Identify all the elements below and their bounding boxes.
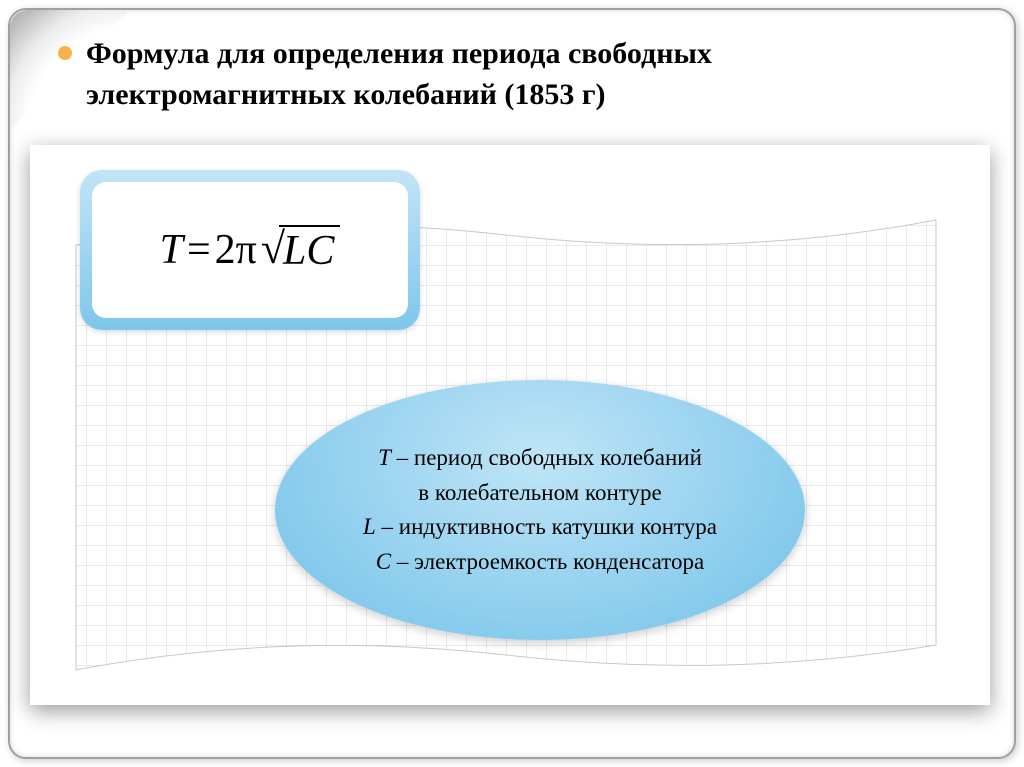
legend-text-2: – индуктивность катушки контура	[376, 514, 717, 539]
formula-sqrt-arg: LC	[279, 225, 340, 275]
heading-line-2: электромагнитных колебаний (1853 г)	[86, 78, 606, 111]
legend-line-3: C – электроемкость конденсатора	[376, 545, 704, 580]
legend-text-3: – электроемкость конденсатора	[391, 549, 704, 574]
heading-line-1: Формула для определения периода свободны…	[86, 37, 712, 70]
legend-var-2: L	[363, 514, 376, 539]
formula-box: T = 2π √ LC	[80, 170, 420, 330]
formula-eq: =	[187, 226, 211, 274]
heading-text: Формула для определения периода свободны…	[86, 34, 712, 115]
legend-text-1: в колебательном контуре	[418, 480, 662, 505]
formula-2pi: 2π	[215, 226, 257, 274]
legend-line-1: в колебательном контуре	[418, 476, 662, 511]
slide-heading: Формула для определения периода свободны…	[58, 34, 984, 115]
formula-inner: T = 2π √ LC	[92, 182, 408, 318]
formula-text: T = 2π √ LC	[160, 225, 341, 275]
legend-line-0: T – период свободных колебаний	[378, 441, 702, 476]
legend-line-2: L – индуктивность катушки контура	[363, 510, 717, 545]
legend-text-0: – период свободных колебаний	[391, 445, 702, 470]
legend-var-3: C	[376, 549, 391, 574]
formula-var-T: T	[160, 226, 183, 274]
bullet-icon	[58, 46, 72, 60]
sqrt-icon: √	[261, 227, 285, 271]
legend-ellipse: T – период свободных колебаний в колебат…	[275, 380, 805, 640]
formula-sqrt: √ LC	[261, 225, 341, 275]
legend-var-0: T	[378, 445, 391, 470]
